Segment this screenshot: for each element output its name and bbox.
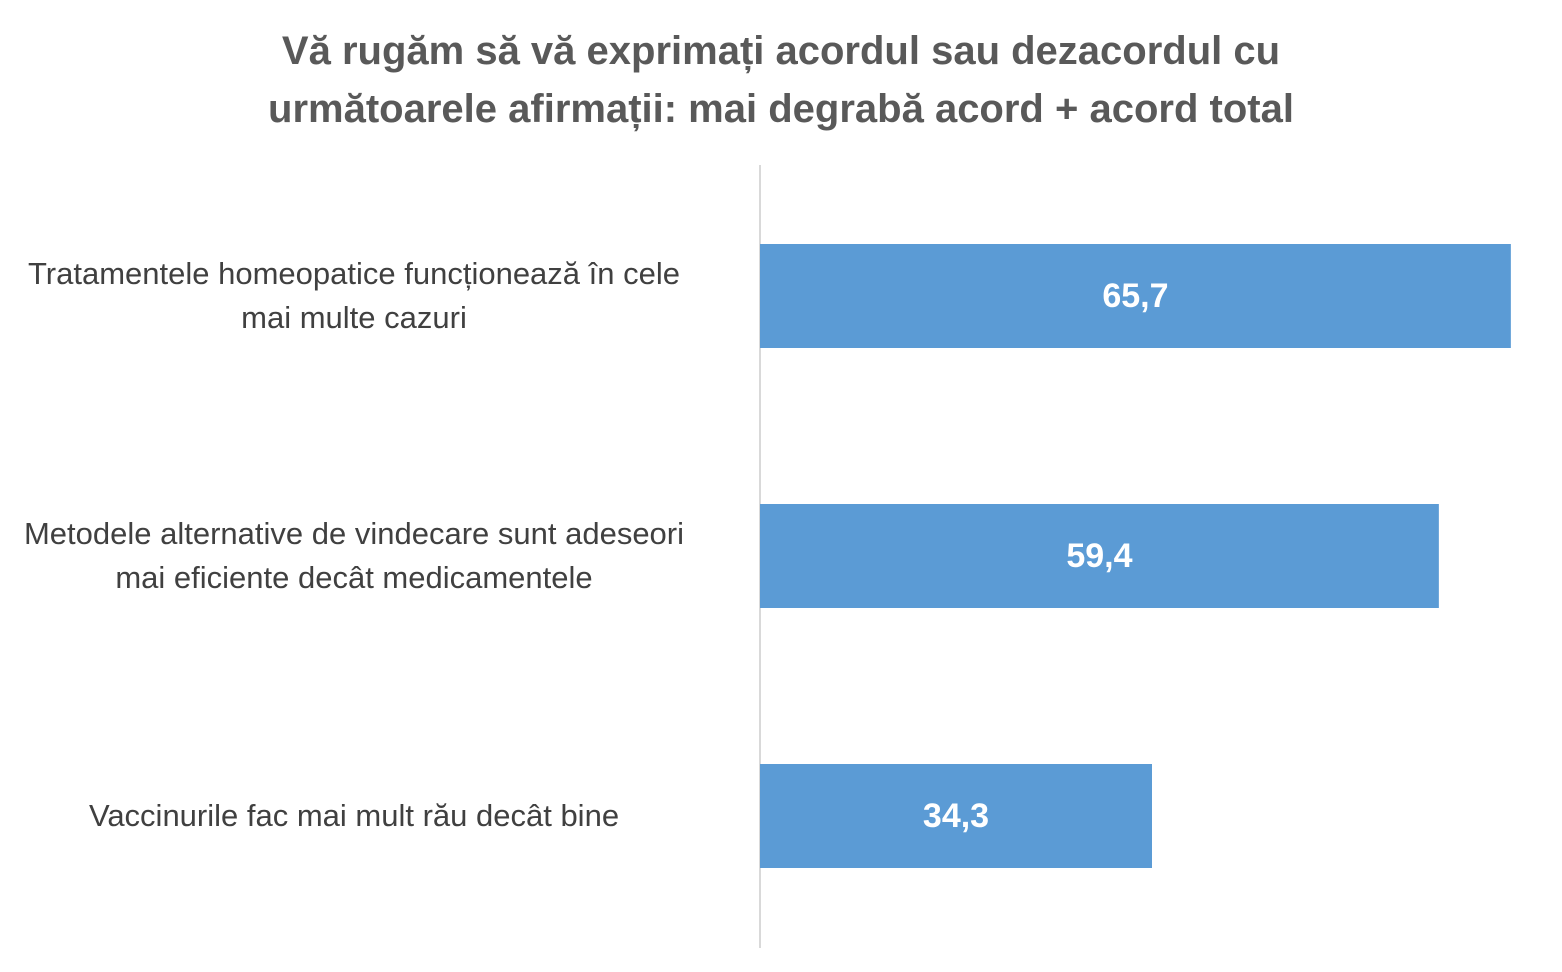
- category-label-3-line-1: Vaccinurile fac mai mult rău decât bine: [88, 798, 620, 833]
- category-label-1-line-2: mai multe cazuri: [241, 300, 467, 335]
- bar-2: [760, 504, 1439, 608]
- chart-title-line-2: următoarele afirmații: mai degrabă acord…: [268, 87, 1294, 131]
- category-label-1-line-1: Tratamentele homeopatice funcționează în…: [28, 256, 680, 291]
- bar-1: [760, 244, 1511, 348]
- data-label-3: 34,3: [923, 797, 989, 835]
- category-label-1: Tratamentele homeopatice funcționează în…: [0, 252, 724, 340]
- category-label-2-line-1: Metodele alternative de vindecare sunt a…: [23, 516, 685, 551]
- chart-title-line-1: Vă rugăm să vă exprimați acordul sau dez…: [281, 29, 1281, 73]
- data-label-1: 65,7: [1102, 277, 1168, 315]
- category-label-3: Vaccinurile fac mai mult rău decât bine: [0, 794, 724, 838]
- category-label-2: Metodele alternative de vindecare sunt a…: [0, 512, 724, 600]
- chart-title: Vă rugăm să vă exprimați acordul sau dez…: [0, 22, 1562, 138]
- bar-3: [760, 764, 1152, 868]
- data-label-2: 59,4: [1066, 537, 1132, 575]
- category-label-2-line-2: mai eficiente decât medicamentele: [115, 560, 593, 595]
